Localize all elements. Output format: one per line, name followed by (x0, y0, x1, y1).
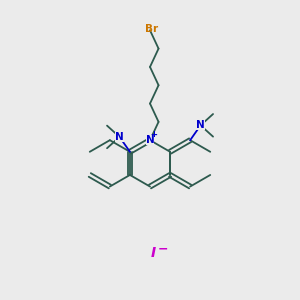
Text: I: I (150, 245, 155, 260)
Text: Br: Br (145, 24, 158, 34)
Text: +: + (150, 130, 158, 139)
Text: N: N (146, 135, 154, 145)
Text: −: − (157, 242, 168, 255)
Text: N: N (196, 120, 205, 130)
Text: N: N (115, 132, 124, 142)
